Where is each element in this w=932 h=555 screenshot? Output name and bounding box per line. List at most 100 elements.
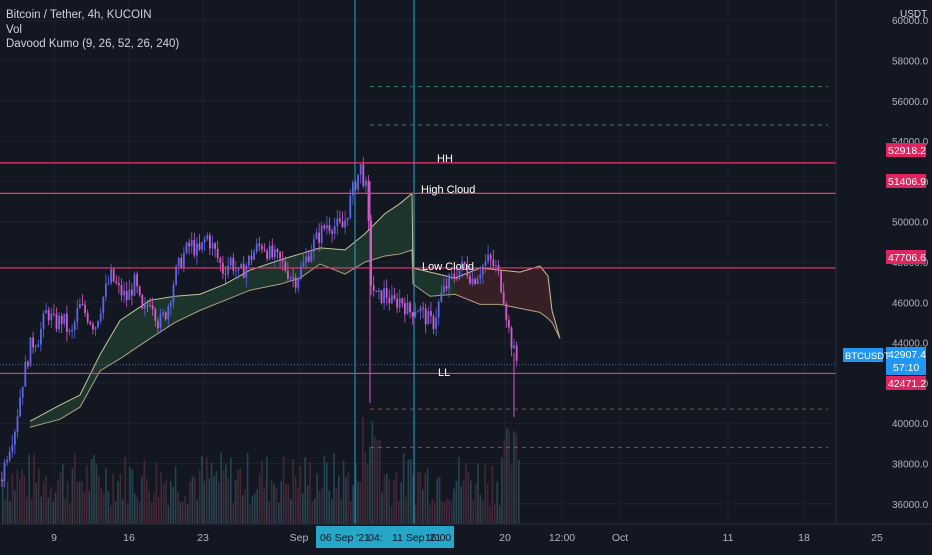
candle-body	[133, 274, 136, 296]
volume-bar	[179, 501, 182, 524]
candle-body	[489, 254, 492, 260]
volume-bar	[64, 498, 66, 524]
volume-bar	[21, 469, 23, 524]
volume-bar	[304, 457, 306, 524]
volume-bar	[508, 429, 510, 524]
candle-body	[219, 258, 222, 263]
volume-bar	[52, 501, 54, 524]
candle-body	[305, 256, 307, 263]
candle-body	[463, 262, 466, 265]
volume-bar	[431, 499, 434, 524]
volume-bar	[357, 481, 359, 524]
annotation-ll: LL	[438, 367, 450, 379]
volume-bar	[258, 473, 261, 524]
volume-bar	[162, 483, 165, 524]
volume-bar	[383, 474, 386, 524]
volume-bar	[234, 480, 237, 524]
candle-body	[458, 270, 461, 279]
candle-body	[417, 311, 419, 313]
volume-bar	[54, 492, 57, 524]
volume-bar	[402, 453, 405, 524]
volume-bar	[429, 505, 431, 524]
candle-body	[71, 330, 73, 332]
candle-body	[131, 289, 133, 296]
currency-label: USDT	[900, 9, 927, 20]
candle-body	[34, 346, 37, 348]
candle-body	[14, 431, 16, 445]
time-axis-ticks: 9 16 23 Sep 20 12:00 Oct 11 18 25	[51, 532, 883, 544]
volume-bar	[294, 476, 297, 524]
time-axis[interactable]: 9 16 23 Sep 20 12:00 Oct 11 18 25 06 Sep '21 04: …	[0, 523, 932, 550]
volume-bar	[501, 457, 503, 524]
volume-bar	[333, 453, 335, 524]
candle-body	[73, 322, 76, 331]
candle-body	[92, 324, 94, 330]
volume-bar	[405, 496, 407, 524]
ll-level-value: 42471.2	[888, 378, 926, 390]
volume-bar	[153, 493, 155, 524]
candle-body	[383, 288, 385, 303]
volume-bar	[306, 484, 309, 524]
price-tick-12: 36000.0	[892, 500, 929, 511]
volume-bar	[460, 486, 462, 524]
candle-body	[289, 277, 292, 279]
annotation-low-cloud: Low Cloud	[422, 261, 474, 273]
candle-body	[281, 258, 284, 262]
volume-bar	[230, 457, 232, 524]
candle-body	[40, 328, 42, 345]
candle-body	[255, 243, 258, 252]
volume-bar	[88, 491, 90, 524]
candle-body	[411, 312, 414, 317]
volume-bar	[280, 480, 282, 524]
volume-bar	[309, 461, 311, 524]
candle-body	[401, 298, 404, 304]
volume-bar	[393, 480, 395, 524]
volume-bar	[448, 499, 450, 524]
volume-bar	[446, 497, 448, 524]
legend-symbol[interactable]: Bitcoin / Tether, 4h, KUCOIN	[6, 9, 152, 21]
volume-bar	[486, 484, 489, 524]
legend-vol[interactable]: Vol	[6, 23, 22, 36]
volume-bar	[434, 502, 436, 524]
candle-body	[331, 230, 333, 234]
candle-body	[287, 270, 289, 279]
candle-body	[362, 164, 365, 186]
volume-bar	[266, 456, 268, 524]
volume-bar	[86, 465, 88, 524]
volume-bar	[378, 439, 381, 524]
legend-indicator[interactable]: Davood Kumo (9, 26, 52, 26, 240)	[6, 38, 180, 50]
candle-body	[6, 460, 8, 463]
volume-bar	[513, 431, 515, 524]
volume-bar	[503, 438, 506, 524]
volume-bar	[254, 493, 256, 524]
volume-bar	[201, 456, 203, 524]
chart-annotations: HH High Cloud Low Cloud LL	[421, 153, 475, 379]
volume-bar	[225, 464, 227, 524]
candle-body	[110, 269, 112, 283]
volume-bar	[362, 417, 364, 524]
candle-body	[99, 313, 102, 322]
volume-bar	[170, 481, 172, 524]
volume-bar	[93, 455, 95, 524]
candle-body	[271, 245, 274, 258]
candle-body	[232, 258, 235, 271]
volume-bar	[98, 475, 100, 524]
time-tick-3: Sep	[290, 532, 309, 544]
volume-bar	[477, 463, 479, 524]
price-axis[interactable]: 60000.058000.056000.054000.052000.050000…	[835, 0, 932, 524]
volume-bar	[256, 489, 258, 524]
horizontal-levels[interactable]	[0, 86, 836, 448]
candle-body	[123, 290, 125, 296]
time-tick-2: 23	[197, 532, 209, 544]
volume-bar	[95, 464, 98, 524]
volume-bar	[107, 491, 110, 524]
volume-bar	[9, 501, 11, 524]
symbol-tag-text: BTCUSDT	[845, 351, 890, 362]
candle-body	[284, 261, 287, 271]
candle-body	[97, 321, 99, 328]
candle-body	[141, 295, 144, 309]
candle-body	[144, 305, 146, 309]
volume-bar	[347, 472, 350, 524]
candle-body	[414, 312, 417, 317]
